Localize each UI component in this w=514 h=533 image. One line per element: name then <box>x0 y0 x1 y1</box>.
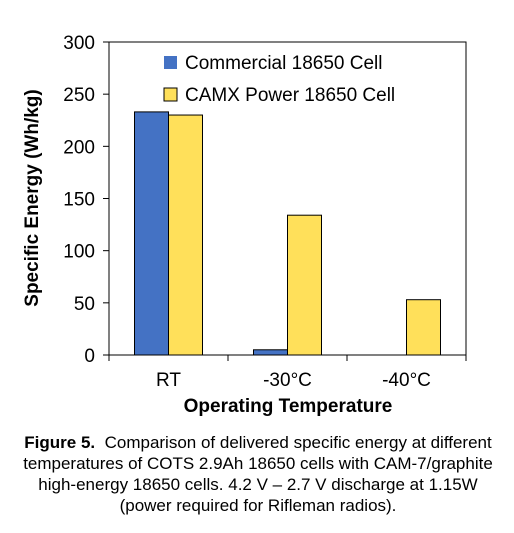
bar-camx-1 <box>287 214 322 356</box>
legend: Commercial 18650 Cell CAMX Power 18650 Ce… <box>163 53 395 106</box>
bars <box>134 111 441 356</box>
legend-label: CAMX Power 18650 Cell <box>185 85 395 106</box>
y-tick-label: 50 <box>74 294 95 315</box>
bar-camx-2 <box>406 299 441 356</box>
x-tick-label: RT <box>156 370 181 391</box>
figure-caption: Figure 5. Comparison of delivered specif… <box>14 432 502 516</box>
x-tick-label: -30°C <box>263 370 312 391</box>
y-tick-label: 100 <box>63 242 95 263</box>
caption-text: Comparison of delivered specific energy … <box>23 433 493 515</box>
y-tick-label: 300 <box>63 33 95 54</box>
bar-commercial-0 <box>134 111 169 356</box>
y-tick-label: 150 <box>63 190 95 211</box>
legend-label: Commercial 18650 Cell <box>185 53 382 74</box>
legend-swatch <box>164 56 177 69</box>
y-tick-label: 200 <box>63 137 95 158</box>
caption-label: Figure 5. <box>24 433 96 452</box>
y-axis: 0 50 100 150 200 250 300 <box>63 33 109 367</box>
x-axis: RT -30°C -40°C <box>108 355 467 391</box>
legend-swatch <box>163 87 178 102</box>
bar-commercial-1 <box>253 349 288 356</box>
y-tick-label: 250 <box>63 85 95 106</box>
bar-chart: 0 50 100 150 200 250 300 RT -30°C -40°C Commerci… <box>22 33 467 417</box>
bar-camx-0 <box>168 114 203 356</box>
y-tick-label: 0 <box>84 346 95 367</box>
plot-area: 0 50 100 150 200 250 300 RT -30°C -40°C <box>63 33 467 391</box>
x-tick-label: -40°C <box>382 370 431 391</box>
y-axis-title: Specific Energy (Wh/kg) <box>22 89 43 306</box>
x-axis-title: Operating Temperature <box>184 396 393 417</box>
